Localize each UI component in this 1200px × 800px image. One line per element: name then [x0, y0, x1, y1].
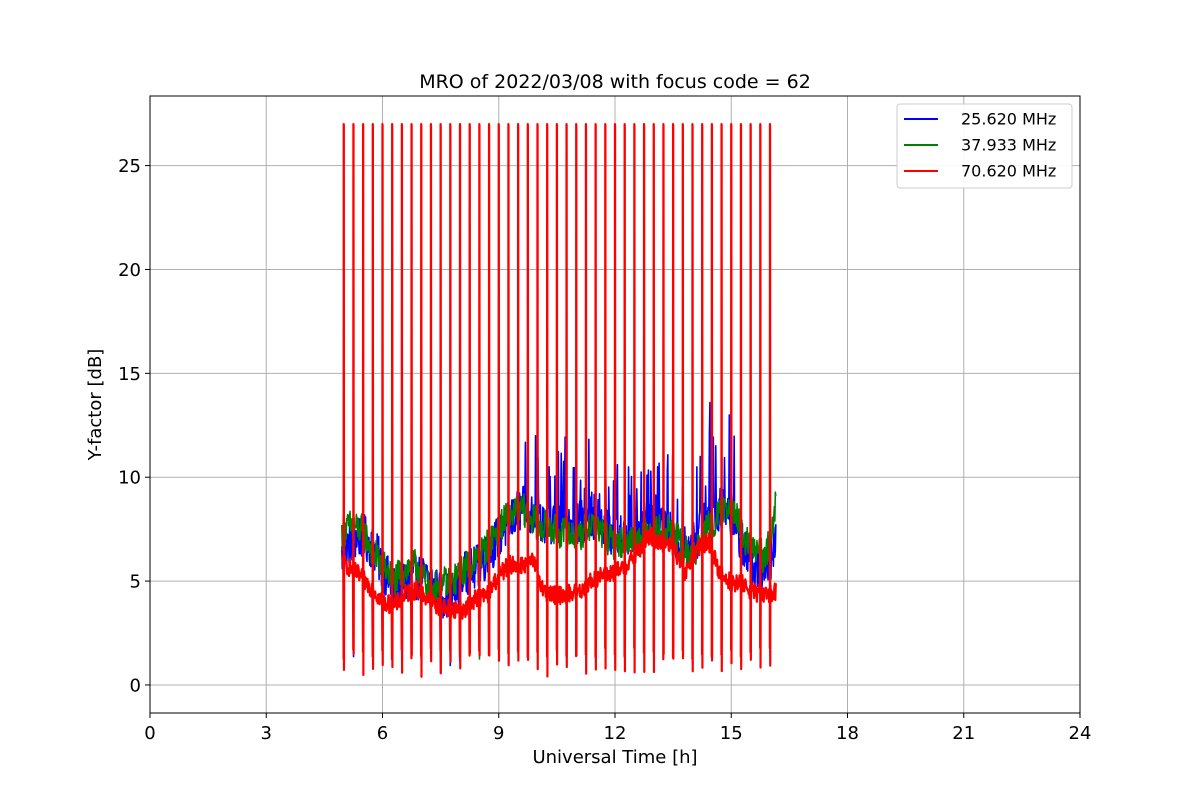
x-tick-label: 12 [604, 723, 627, 744]
legend: 25.620 MHz 37.933 MHz 70.620 MHz [896, 103, 1073, 189]
x-tick-label: 6 [377, 723, 388, 744]
axis-ticks: 0 3 6 9 12 15 18 21 24 0 5 10 15 20 25 [118, 156, 1091, 744]
y-tick-label: 5 [130, 572, 141, 593]
legend-label: 37.933 MHz [961, 136, 1056, 155]
legend-label: 25.620 MHz [961, 110, 1056, 129]
x-tick-label: 3 [261, 723, 272, 744]
series-line-70-620-mhz [341, 122, 777, 678]
y-tick-label: 20 [118, 260, 141, 281]
x-tick-label: 9 [493, 723, 504, 744]
x-tick-label: 18 [836, 723, 859, 744]
y-tick-label: 0 [130, 675, 141, 696]
x-tick-label: 15 [720, 723, 743, 744]
y-tick-label: 15 [118, 364, 141, 385]
x-axis-label: Universal Time [h] [532, 747, 697, 768]
y-tick-label: 10 [118, 468, 141, 489]
legend-label: 70.620 MHz [961, 162, 1056, 181]
x-tick-label: 24 [1069, 723, 1092, 744]
x-tick-label: 0 [144, 723, 155, 744]
x-tick-label: 21 [952, 723, 975, 744]
y-tick-label: 25 [118, 156, 141, 177]
chart-title: MRO of 2022/03/08 with focus code = 62 [419, 71, 811, 93]
legend-box [896, 103, 1073, 189]
y-axis-label: Y-factor [dB] [85, 349, 106, 462]
plot-data [341, 122, 777, 678]
